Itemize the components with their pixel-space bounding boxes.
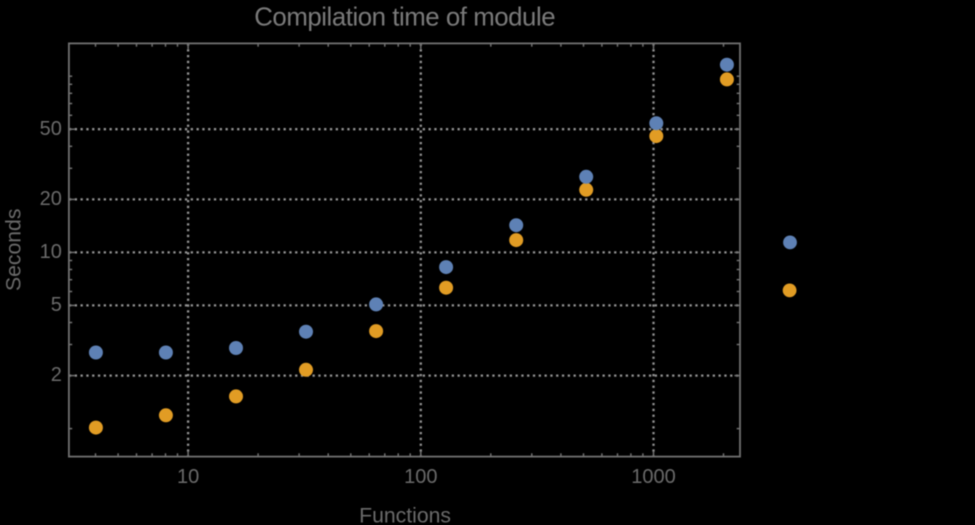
- svg-text:20: 20: [40, 188, 62, 210]
- svg-text:Seconds: Seconds: [3, 209, 26, 291]
- svg-text:2: 2: [51, 364, 62, 386]
- svg-text:10: 10: [177, 466, 199, 488]
- svg-text:Compilation time of module: Compilation time of module: [254, 4, 555, 32]
- svg-text:50: 50: [40, 118, 62, 140]
- svg-text:Functions: Functions: [359, 505, 451, 525]
- svg-text:10: 10: [40, 241, 62, 263]
- svg-text:100: 100: [404, 466, 437, 488]
- svg-text:5: 5: [51, 294, 62, 316]
- svg-text:1000: 1000: [631, 466, 676, 488]
